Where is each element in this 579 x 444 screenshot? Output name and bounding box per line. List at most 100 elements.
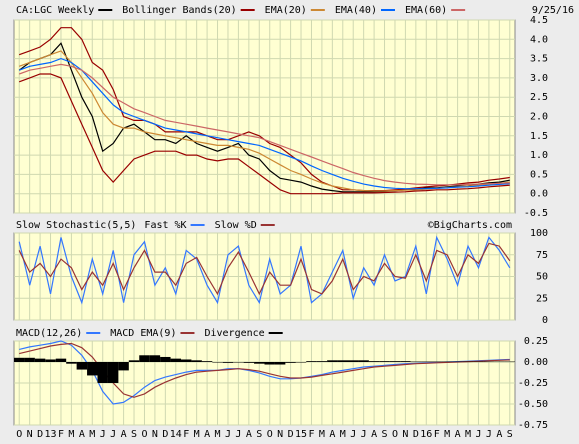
y-tick-label: 0 xyxy=(542,315,548,326)
x-tick-label: F xyxy=(434,429,440,440)
histogram-bar xyxy=(55,358,67,362)
x-tick-label: N xyxy=(152,429,158,440)
histogram-bar xyxy=(452,361,463,363)
x-tick-label: A xyxy=(371,429,377,440)
x-tick-label: O xyxy=(267,429,273,440)
x-tick-label: S xyxy=(131,429,137,440)
y-tick-label: 3.5 xyxy=(530,54,548,65)
x-tick-label: N xyxy=(402,429,408,440)
watermark: ©BigCharts.com xyxy=(428,220,512,231)
y-tick-label: 25 xyxy=(536,293,548,304)
histogram-bar xyxy=(97,362,108,383)
legend-label: EMA(60) xyxy=(405,5,447,16)
date-label: 9/25/16 xyxy=(532,5,574,16)
x-tick-label: J xyxy=(100,429,106,440)
histogram-bar xyxy=(306,361,317,362)
x-tick-label: A xyxy=(121,429,127,440)
histogram-bar xyxy=(191,360,202,362)
histogram-bar xyxy=(222,362,234,363)
x-tick-label: N xyxy=(277,429,283,440)
x-tick-label: O xyxy=(141,429,147,440)
x-tick-label: 15 xyxy=(295,429,307,440)
y-tick-label: 4.5 xyxy=(530,15,548,26)
y-tick-label: 2.0 xyxy=(530,112,548,123)
histogram-bar xyxy=(201,361,213,362)
histogram-bar xyxy=(34,358,46,362)
x-tick-label: O xyxy=(392,429,398,440)
histogram-bar xyxy=(24,357,35,362)
histogram-bar xyxy=(254,362,265,364)
x-tick-label: D xyxy=(413,429,419,440)
y-tick-label: 3.0 xyxy=(530,73,548,84)
x-tick-label: M xyxy=(89,429,95,440)
y-tick-label: 0.5 xyxy=(530,169,548,180)
histogram-bar xyxy=(139,355,150,362)
histogram-bar xyxy=(118,362,129,371)
x-tick-label: M xyxy=(215,429,221,440)
histogram-bar xyxy=(274,362,286,365)
y-tick-label: -0.25 xyxy=(518,378,548,389)
x-tick-label: M xyxy=(194,429,200,440)
histogram-bar xyxy=(504,361,515,363)
x-tick-label: J xyxy=(225,429,231,440)
histogram-bar xyxy=(66,362,77,364)
y-tick-label: 4.0 xyxy=(530,34,548,45)
histogram-bar xyxy=(87,362,98,376)
histogram-bar xyxy=(348,360,359,362)
legend-label: Fast %K xyxy=(144,220,186,231)
legend-label: EMA(20) xyxy=(265,5,307,16)
legend-label: EMA(40) xyxy=(335,5,377,16)
x-tick-label: 16 xyxy=(420,429,432,440)
series-line xyxy=(18,242,511,296)
x-tick-label: J xyxy=(486,429,492,440)
legend-label: MACD EMA(9) xyxy=(110,328,176,339)
histogram-bar xyxy=(462,361,474,363)
x-tick-label: F xyxy=(308,429,314,440)
y-tick-label: 0.0 xyxy=(530,189,548,200)
histogram-bar xyxy=(358,360,369,362)
histogram-bar xyxy=(181,359,192,362)
histogram-bar xyxy=(295,362,307,363)
series-line xyxy=(18,57,510,190)
histogram-bar xyxy=(212,362,223,363)
x-tick-label: F xyxy=(58,429,64,440)
series-line xyxy=(18,235,511,305)
y-tick-label: 100 xyxy=(530,228,548,239)
y-tick-label: -0.75 xyxy=(518,420,548,431)
y-tick-label: 2.5 xyxy=(530,92,548,103)
legend-label: CA:LGC Weekly xyxy=(16,5,94,16)
histogram-bar xyxy=(379,361,390,362)
histogram-bar xyxy=(441,361,453,363)
histogram-bar xyxy=(128,360,140,362)
x-tick-label: A xyxy=(455,429,461,440)
histogram-bar xyxy=(431,361,442,363)
histogram-bar xyxy=(107,362,119,383)
histogram-bar xyxy=(421,361,432,363)
x-tick-label: S xyxy=(256,429,262,440)
histogram-bar xyxy=(337,360,348,362)
x-tick-label: O xyxy=(16,429,22,440)
histogram-bar xyxy=(316,361,328,362)
histogram-bar xyxy=(243,362,255,363)
x-tick-label: S xyxy=(507,429,513,440)
x-tick-label: M xyxy=(444,429,450,440)
histogram-bar xyxy=(285,362,296,363)
x-tick-label: 14 xyxy=(170,429,182,440)
histogram-bar xyxy=(76,362,88,370)
histogram-bar xyxy=(264,362,275,365)
series-line xyxy=(18,42,510,193)
series-line xyxy=(18,63,510,186)
histogram-bar xyxy=(149,355,161,362)
x-tick-label: D xyxy=(37,429,43,440)
x-tick-label: A xyxy=(204,429,210,440)
x-tick-label: J xyxy=(110,429,116,440)
legend-label: Bollinger Bands(20) xyxy=(122,5,236,16)
x-tick-label: D xyxy=(288,429,294,440)
x-tick-label: A xyxy=(79,429,85,440)
y-tick-label: -0.5 xyxy=(524,208,548,219)
y-tick-label: -0.50 xyxy=(518,399,548,410)
y-tick-label: 75 xyxy=(536,250,548,261)
histogram-bar xyxy=(368,361,380,362)
histogram-bar xyxy=(410,361,422,363)
histogram-bar xyxy=(483,361,495,363)
